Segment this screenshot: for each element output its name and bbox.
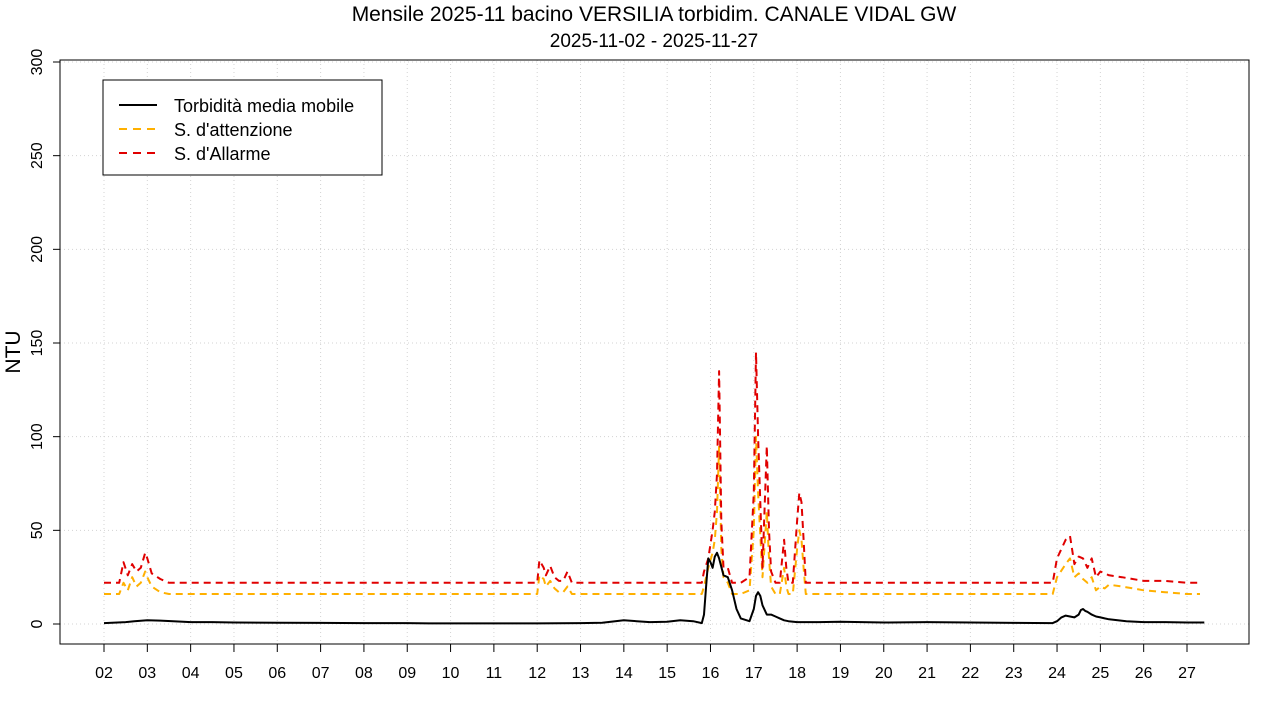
y-tick-label: 300	[29, 49, 46, 76]
y-tick-label: 0	[29, 619, 46, 628]
x-tick-label: 25	[1091, 665, 1109, 682]
x-tick-label: 06	[268, 665, 286, 682]
series-line-2	[104, 351, 1200, 584]
x-tick-label: 15	[658, 665, 676, 682]
x-tick-label: 17	[745, 665, 763, 682]
series-layer	[103, 351, 1205, 625]
x-tick-label: 12	[528, 665, 546, 682]
y-tick-label: 250	[29, 142, 46, 169]
x-tick-label: 27	[1178, 665, 1196, 682]
legend: Torbidità media mobile S. d'attenzione S…	[102, 79, 383, 176]
x-axis: 02 03 04 05 06 07 08 09 10 11 12 13 14 15 16 17 18 19 20 21…	[95, 644, 1196, 682]
series-line-1	[104, 435, 1200, 595]
y-axis: 0 50 100 150 200 250 300	[29, 49, 60, 628]
x-tick-label: 08	[355, 665, 373, 682]
x-tick-label: 02	[95, 665, 113, 682]
legend-label-attenzione: S. d'attenzione	[174, 120, 293, 140]
x-tick-label: 04	[182, 665, 200, 682]
plot-frame	[59, 59, 1250, 645]
x-tick-label: 13	[572, 665, 590, 682]
x-tick-label: 19	[832, 665, 850, 682]
grid	[60, 60, 1249, 644]
x-tick-label: 23	[1005, 665, 1023, 682]
x-tick-label: 11	[486, 665, 503, 682]
x-tick-label: 05	[225, 665, 243, 682]
y-tick-label: 50	[29, 521, 46, 539]
x-tick-label: 16	[702, 665, 720, 682]
x-tick-label: 07	[312, 665, 330, 682]
y-tick-label: 200	[29, 236, 46, 263]
x-tick-label: 20	[875, 665, 893, 682]
x-tick-label: 18	[788, 665, 806, 682]
legend-label-allarme: S. d'Allarme	[174, 144, 270, 164]
x-tick-label: 22	[962, 665, 980, 682]
y-tick-label: 150	[29, 330, 46, 357]
series-line-0	[103, 551, 1205, 625]
x-tick-label: 26	[1135, 665, 1153, 682]
legend-box	[102, 79, 383, 176]
x-tick-label: 09	[398, 665, 416, 682]
y-axis-label: NTU	[2, 330, 25, 373]
legend-label-torbidita: Torbidità media mobile	[174, 96, 354, 116]
x-tick-label: 24	[1048, 665, 1066, 682]
x-tick-label: 14	[615, 665, 633, 682]
y-tick-label: 100	[29, 423, 46, 450]
x-tick-label: 03	[138, 665, 156, 682]
chart-title: Mensile 2025-11 bacino VERSILIA torbidim…	[352, 3, 957, 26]
x-tick-label: 21	[918, 665, 936, 682]
x-tick-label: 10	[442, 665, 460, 682]
chart-subtitle: 2025-11-02 - 2025-11-27	[550, 31, 758, 52]
